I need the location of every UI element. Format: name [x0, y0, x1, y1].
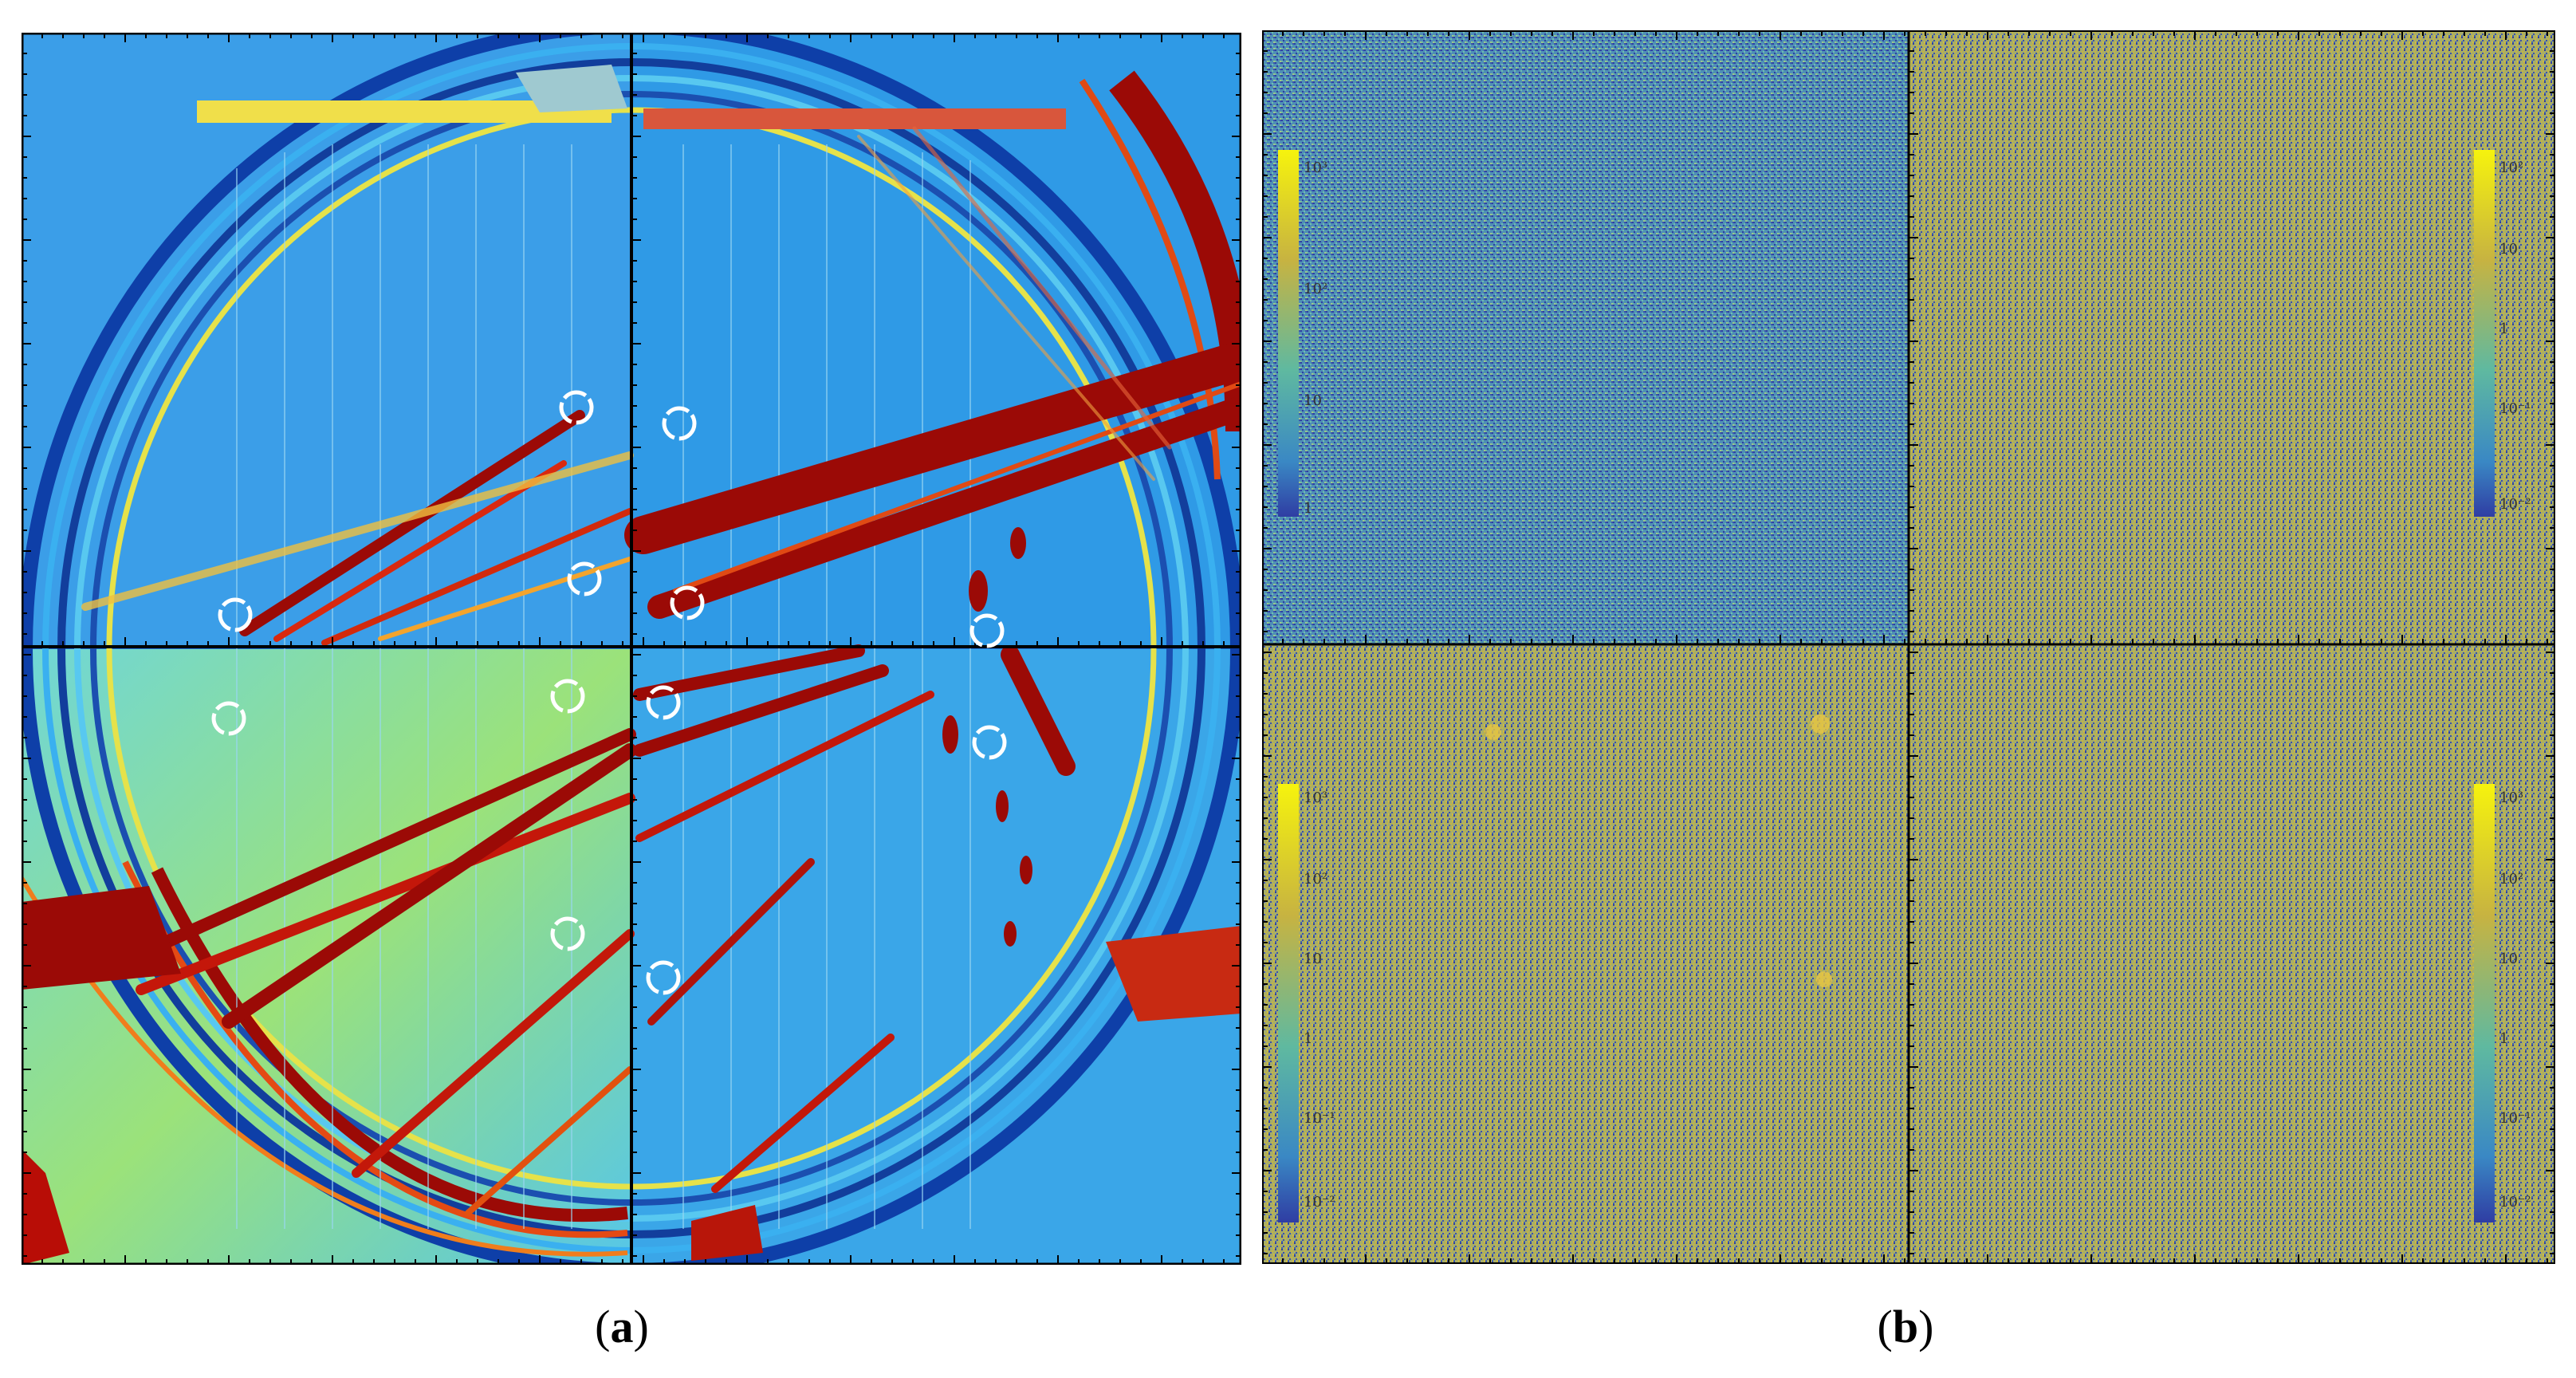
svg-text:10: 10 [1304, 951, 1322, 967]
svg-text:1: 1 [2499, 1030, 2508, 1047]
svg-text:10³: 10³ [1304, 789, 1327, 806]
caption-b: (b) [1877, 1301, 1934, 1352]
marker-circle [218, 597, 253, 632]
svg-text:1: 1 [1304, 1030, 1312, 1047]
marker-circle [646, 960, 681, 995]
svg-text:1: 1 [2499, 321, 2508, 337]
caption-a: (a) [595, 1301, 649, 1352]
svg-text:10²: 10² [1304, 281, 1327, 297]
svg-text:10⁻¹: 10⁻¹ [2499, 400, 2531, 417]
svg-text:10: 10 [2499, 241, 2518, 258]
marker-circle [550, 679, 585, 714]
svg-text:10⁻¹: 10⁻¹ [2499, 1110, 2531, 1127]
svg-text:10³: 10³ [2499, 789, 2523, 806]
svg-text:10²: 10² [2499, 871, 2523, 888]
svg-text:10²: 10² [2499, 159, 2523, 176]
marker-circle [211, 701, 246, 736]
svg-text:10⁻²: 10⁻² [2499, 1194, 2531, 1211]
marker-circle [646, 685, 681, 720]
panel-b-image: 10³ 10² 10 1 10² 10 1 10⁻¹ 10⁻² 10³ 10² … [1262, 30, 2555, 1264]
svg-text:1: 1 [1304, 500, 1312, 517]
panel-a-image [22, 33, 1241, 1265]
marker-circle [972, 725, 1007, 760]
colorbar-bottom-right: 10³ 10² 10 1 10⁻¹ 10⁻² [2474, 784, 2531, 1222]
svg-text:10³: 10³ [1304, 159, 1327, 176]
svg-text:10²: 10² [1304, 871, 1327, 888]
svg-text:10: 10 [2499, 951, 2518, 967]
marker-circle [567, 561, 602, 596]
colorbar-top-left: 10³ 10² 10 1 [1278, 150, 1327, 517]
svg-text:10⁻²: 10⁻² [2499, 496, 2531, 513]
marker-circle [550, 916, 585, 951]
panel-b-heatmap: 10³ 10² 10 1 10² 10 1 10⁻¹ 10⁻² 10³ 10² … [1262, 30, 2555, 1264]
svg-text:10⁻¹: 10⁻¹ [1304, 1110, 1335, 1127]
marker-circle [969, 613, 1005, 648]
colorbar-bottom-left: 10³ 10² 10 1 10⁻¹ 10⁻² [1278, 784, 1335, 1222]
svg-text:10: 10 [1304, 392, 1322, 409]
colorbar-top-right: 10² 10 1 10⁻¹ 10⁻² [2474, 150, 2531, 517]
panel-a-heatmap [22, 33, 1241, 1265]
marker-circle [670, 585, 705, 620]
svg-text:10⁻²: 10⁻² [1304, 1194, 1335, 1211]
marker-circle [559, 390, 594, 425]
marker-circle [662, 406, 697, 441]
